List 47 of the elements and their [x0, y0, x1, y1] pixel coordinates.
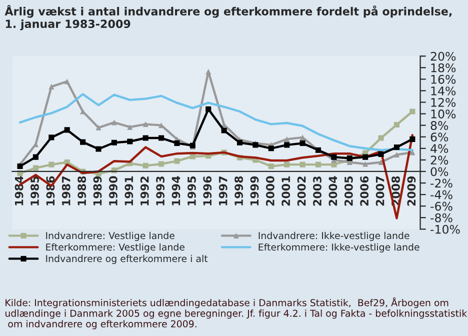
y-tick-label: 6%: [430, 132, 448, 142]
legend-label: Indvandrere: Ikke-vestlige lande: [258, 232, 410, 241]
x-tick-label: 1987: [62, 176, 70, 206]
y-tick-label: 16%: [431, 74, 456, 84]
x-tick-label: 1993: [156, 176, 165, 206]
y-tick-label: 20%: [430, 52, 456, 61]
y-tick-label: 2%: [430, 156, 448, 165]
legend-label: Efterkommere: Ikke-vestlige lande: [258, 243, 420, 252]
legend-label: Indvandrere og efterkommere i alt: [46, 254, 208, 264]
legend-label: Indvandrere: Vestlige lande: [46, 232, 174, 241]
y-tick-label: 14%: [431, 86, 456, 96]
y-tick-label: -4%: [430, 190, 452, 200]
legend-label: Efterkommere: Vestlige lande: [46, 243, 184, 252]
x-tick-label: 1990: [109, 176, 118, 206]
x-tick-label: 1996: [203, 176, 212, 206]
y-tick-label: -10%: [430, 224, 460, 234]
x-tick-label: 2005: [344, 176, 353, 206]
x-tick-label: 2000: [266, 176, 274, 206]
y-tick-label: -2%: [430, 178, 452, 188]
x-tick-label: 1998: [234, 176, 243, 206]
x-tick-label: 1992: [140, 176, 149, 206]
y-tick-label: -6%: [430, 202, 452, 211]
x-tick-label: 2004: [328, 176, 338, 206]
y-tick-label: 4%: [430, 144, 448, 154]
x-tick-label: 2006: [360, 176, 369, 206]
x-tick-label: 2009: [407, 176, 416, 206]
x-tick-label: 2007: [376, 176, 384, 206]
y-tick-label: 18%: [431, 63, 456, 72]
x-tick-label: 2002: [297, 176, 306, 206]
x-tick-label: 1997: [218, 176, 228, 206]
y-tick-label: 10%: [431, 110, 456, 118]
x-tick-label: 2001: [282, 176, 290, 206]
y-tick-label: 12%: [431, 98, 456, 107]
chart-title: Årlig vækst i antal indvandrere og efterkommere fordelt på oprindelse, 1. januar 1983-2009: [4, 5, 452, 30]
x-tick-label: 2003: [313, 176, 322, 206]
y-tick-label: -8%: [430, 213, 452, 222]
x-tick-label: 1988: [78, 176, 86, 206]
y-tick-label: 8%: [430, 121, 448, 130]
x-tick-label: 1984: [14, 176, 24, 206]
x-tick-label: 1995: [188, 176, 196, 206]
x-tick-label: 1991: [124, 176, 134, 206]
x-tick-label: 1999: [250, 176, 259, 206]
x-tick-label: 1994: [172, 176, 180, 206]
x-tick-label: 1989: [93, 176, 102, 206]
y-tick-label: 0%: [430, 167, 448, 176]
x-tick-label: 1985: [30, 176, 39, 206]
text: Kilde: Integrationsministeriets udlændingedatabase i Danmarks Statistik, Bef29, Årbogen om udlændinge i Danmark 2005 og egne beregninger. Jf. figur 4.2. i Tal og Fakta - befolkningsstatistik om indvandrere og efterkommere 2009.: [5, 297, 468, 330]
